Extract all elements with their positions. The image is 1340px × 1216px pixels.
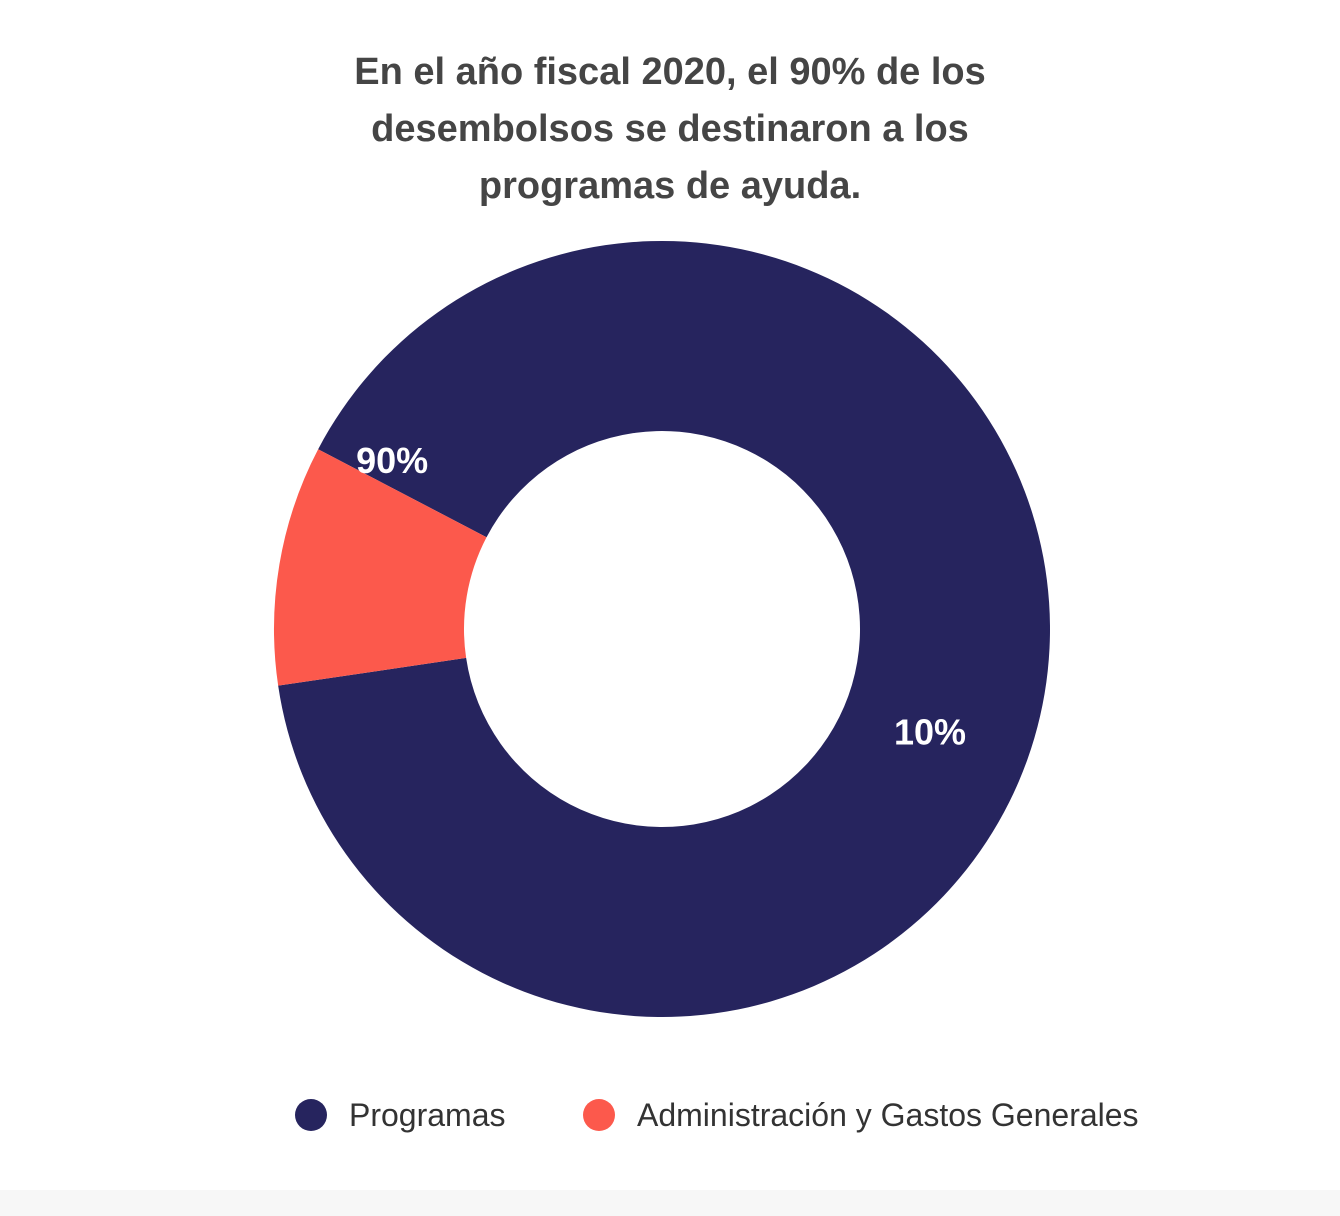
legend-label-programas: Programas xyxy=(349,1096,506,1133)
legend-item-programas[interactable]: Programas xyxy=(295,1090,506,1140)
slice-administracion[interactable] xyxy=(274,449,487,686)
slice-programas[interactable] xyxy=(278,241,1050,1018)
chart-title: En el año fiscal 2020, el 90% de los des… xyxy=(0,44,1340,215)
data-label-programas: 90% xyxy=(356,440,428,481)
legend-item-administracion[interactable]: Administración y Gastos Generales xyxy=(583,1090,1139,1140)
legend-swatch-administracion xyxy=(583,1099,615,1131)
chart-title-line-3: programas de ayuda. xyxy=(478,165,862,207)
chart-title-line-1: En el año fiscal 2020, el 90% de los xyxy=(354,51,986,93)
footer-band xyxy=(0,1190,1340,1216)
legend-label-administracion: Administración y Gastos Generales xyxy=(637,1096,1139,1133)
chart-title-line-2: desembolsos se destinaron a los xyxy=(371,108,969,150)
data-label-administracion: 10% xyxy=(894,711,966,752)
legend-swatch-programas xyxy=(295,1099,327,1131)
chart-legend: Programas Administración y Gastos Genera… xyxy=(0,1090,1340,1140)
